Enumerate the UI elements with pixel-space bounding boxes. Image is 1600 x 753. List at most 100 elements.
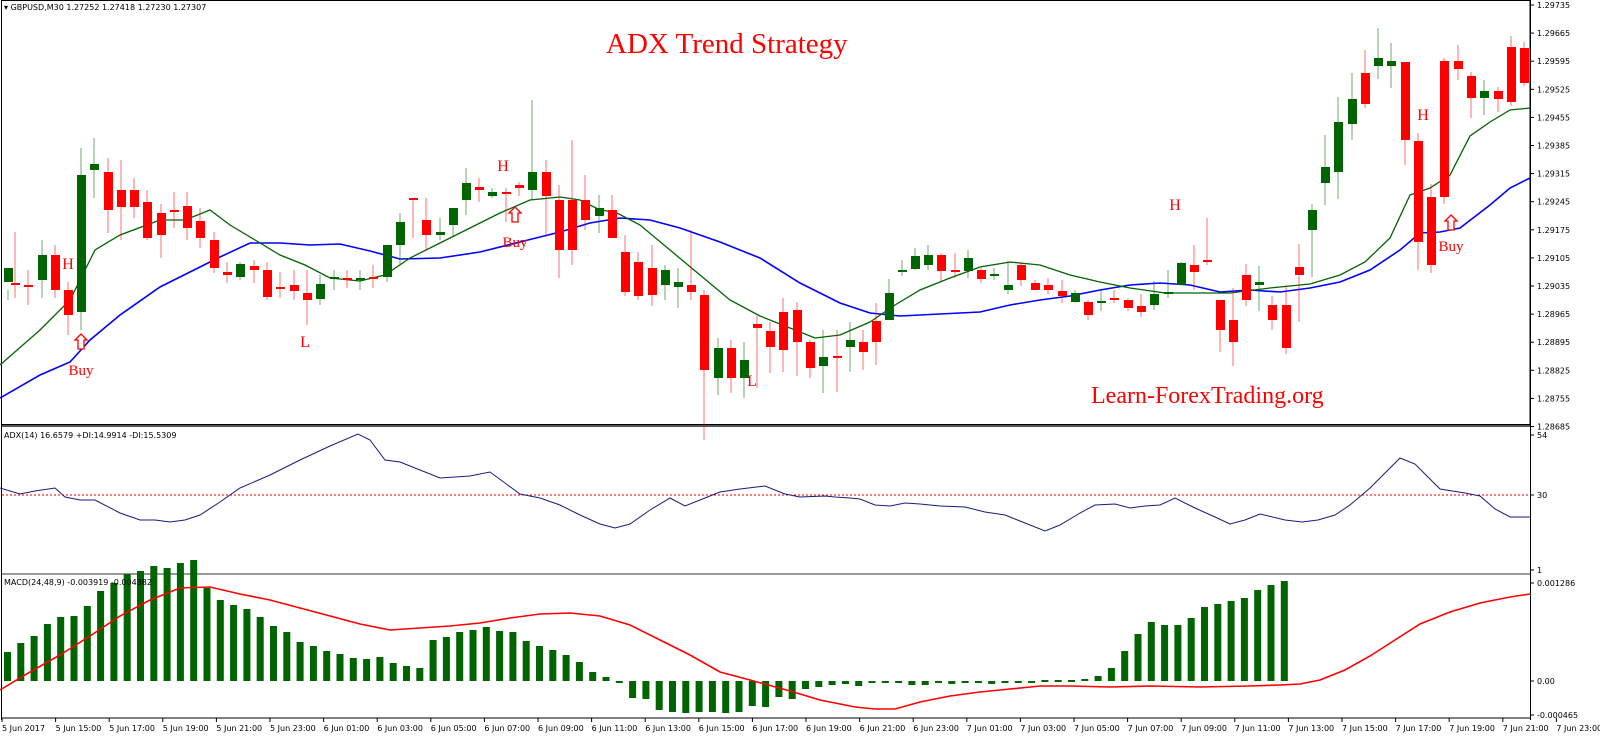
macd-histogram-bar	[921, 681, 929, 685]
time-axis[interactable]: 5 Jun 2017 5 Jun 15:00 5 Jun 17:00 5 Jun 19…	[1, 718, 1600, 733]
macd-histogram-bar	[429, 640, 437, 681]
macd-histogram-bar	[296, 642, 304, 681]
bull-candle	[846, 322, 855, 372]
fast-ma-line	[0, 107, 1531, 366]
bull-candle	[356, 270, 365, 290]
macd-histogram-bar	[216, 600, 224, 681]
bear-candle	[223, 262, 232, 283]
macd-histogram-bar	[762, 681, 770, 707]
bull-candle	[924, 245, 933, 270]
macd-histogram-bar	[722, 681, 730, 713]
price-tick-label: 1.29315	[1537, 170, 1570, 179]
price-tick-label: 1.29665	[1537, 29, 1570, 38]
bear-candle	[1268, 296, 1277, 330]
bear-candle	[833, 330, 842, 392]
bear-candle	[1401, 62, 1410, 165]
macd-histogram-bar	[270, 626, 277, 681]
macd-histogram-bar	[1094, 676, 1102, 681]
time-tick-label: 7 Jun 01:00	[967, 724, 1013, 733]
bear-candle	[621, 235, 630, 296]
price-tick-label: 1.29735	[1537, 1, 1570, 10]
bull-candle	[1177, 262, 1186, 285]
macd-histogram-bar	[137, 571, 144, 681]
bear-candle	[1216, 300, 1225, 352]
macd-histogram-bar	[1054, 680, 1062, 682]
macd-histogram-bar	[230, 605, 238, 681]
macd-tick-label: 0.00	[1537, 677, 1555, 686]
macd-histogram-bar	[881, 681, 889, 683]
low-marker: L	[300, 334, 310, 351]
bear-candle	[1242, 264, 1251, 306]
bear-candle	[608, 195, 617, 238]
bear-candle	[1467, 72, 1476, 118]
time-tick-label: 6 Jun 01:00	[324, 724, 370, 733]
bull-candle	[1150, 281, 1159, 310]
price-tick-label: 1.29455	[1537, 113, 1570, 122]
bear-candle	[263, 262, 272, 300]
macd-histogram-bar	[442, 637, 450, 681]
time-tick-label: 6 Jun 17:00	[752, 724, 798, 733]
price-tick-label: 1.29245	[1537, 198, 1570, 207]
macd-histogram-bar	[163, 568, 171, 681]
macd-histogram-bar	[83, 606, 91, 681]
macd-histogram-bar	[1187, 618, 1195, 681]
bear-candle	[276, 272, 285, 298]
macd-histogram-bar	[841, 681, 849, 684]
bull-candle	[1387, 43, 1396, 88]
bear-candle	[872, 303, 881, 365]
time-tick-label: 7 Jun 15:00	[1342, 724, 1388, 733]
macd-histogram-bar	[868, 681, 876, 683]
macd-histogram-bar	[1134, 634, 1142, 681]
bull-candle	[436, 218, 445, 240]
macd-histogram-bar	[123, 574, 131, 681]
price-tick-label: 1.29385	[1537, 142, 1570, 151]
collapse-triangle-icon[interactable]: ▾	[4, 3, 9, 12]
bear-candle	[24, 270, 33, 305]
macd-histogram-bar	[150, 566, 158, 681]
time-tick-label: 5 Jun 15:00	[56, 724, 102, 733]
macd-histogram-bar	[1121, 651, 1129, 681]
macd-histogram-bar	[309, 646, 317, 681]
adx-pane: 54 30 1	[0, 431, 1547, 575]
macd-histogram-bar	[788, 681, 796, 699]
bull-candle	[316, 275, 325, 305]
macd-histogram-bar	[562, 655, 570, 681]
bear-candle	[1520, 42, 1529, 86]
bear-candle	[806, 340, 815, 378]
bull-candle	[383, 245, 392, 282]
bear-candle	[687, 230, 696, 300]
macd-histogram-bar	[908, 681, 916, 685]
macd-histogram-bar	[575, 662, 583, 681]
macd-histogram-bar	[336, 654, 344, 681]
macd-histogram-bar	[961, 681, 969, 683]
bull-candle	[990, 268, 999, 280]
bull-candle	[528, 100, 537, 200]
macd-histogram-bar	[4, 652, 11, 681]
macd-histogram-bar	[522, 641, 530, 681]
time-tick-label: 7 Jun 07:00	[1128, 724, 1174, 733]
bear-candle	[937, 253, 946, 282]
adx-indicator-label: ADX(14) 16.6579 +DI:14.9914 -DI:15.5309	[4, 431, 177, 440]
price-tick-label: 1.29035	[1537, 282, 1570, 291]
macd-histogram-bar	[695, 681, 703, 712]
macd-histogram-bar	[708, 681, 716, 712]
bear-candle	[555, 185, 564, 278]
bull-candle	[661, 265, 670, 300]
macd-histogram-bar	[1001, 681, 1009, 683]
time-tick-label: 6 Jun 07:00	[484, 724, 530, 733]
price-axis[interactable]: 1.29735 1.29665 1.29595 1.29525 1.29455 1.293…	[1530, 1, 1570, 432]
macd-histogram-bar	[57, 617, 65, 681]
buy-label: Buy	[502, 235, 528, 251]
macd-histogram-bar	[17, 643, 25, 681]
bull-candle	[1164, 270, 1173, 298]
macd-histogram-bar	[828, 681, 836, 685]
candles	[4, 28, 1529, 440]
adx-line	[0, 433, 1530, 532]
macd-histogram-bar	[70, 616, 78, 681]
bull-candle	[1004, 261, 1013, 294]
bull-candle	[911, 248, 920, 270]
buy-arrow-icon	[73, 333, 89, 350]
price-tick-label: 1.28755	[1537, 394, 1570, 403]
